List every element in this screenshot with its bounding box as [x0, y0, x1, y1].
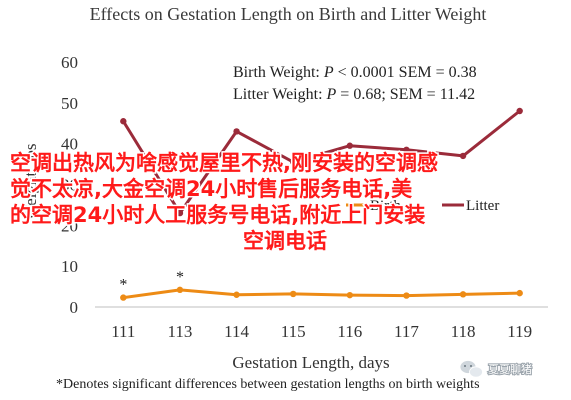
watermark-text: 夏夏聊猪 [488, 362, 532, 376]
watermark: 夏夏聊猪 [459, 360, 533, 378]
litter-data-point [120, 118, 127, 125]
x-tick-label: 115 [281, 322, 306, 341]
y-tick-label: 0 [70, 298, 79, 317]
litter-stat-suffix: = 0.68; SEM = 11.42 [336, 86, 475, 103]
litter-stat-p: P [326, 86, 337, 103]
significance-marker: * [119, 277, 127, 294]
litter-data-point [346, 142, 354, 149]
x-tick-label: 119 [507, 322, 532, 341]
litter-series-line [122, 109, 521, 215]
x-tick-label: 114 [224, 322, 249, 341]
y-axis-title: Weight, lbs [21, 143, 40, 220]
birth-data-point [346, 291, 354, 299]
x-tick-label: 117 [394, 322, 419, 341]
birth-data-point [516, 289, 523, 297]
y-tick-label: 10 [61, 257, 78, 276]
y-axis-title-group: Weight, lbs [21, 143, 40, 220]
x-axis-ticks: 111 113 114 115 116 117 118 119 [111, 322, 532, 341]
significance-markers: * * [119, 269, 184, 294]
birth-stat-p: P [323, 64, 334, 81]
y-tick-label: 60 [61, 53, 78, 72]
x-tick-label: 111 [111, 322, 135, 341]
birth-data-point [233, 291, 240, 298]
overlay-line-3: 的空调24小时人工服务号电话,附近上门安装 [10, 203, 425, 227]
y-tick-label: 30 [61, 176, 78, 195]
litter-data-point [459, 152, 467, 160]
overlay-line-2: 觉不太凉,大金空调24小时售后服务电话,美 [10, 177, 412, 201]
y-tick-label: 40 [61, 135, 78, 154]
y-tick-label: 50 [61, 94, 78, 113]
litter-data-point [403, 146, 410, 153]
y-tick-label: 20 [61, 216, 78, 235]
series-layer [120, 107, 523, 301]
litter-data-point [176, 209, 184, 217]
stat-annotations: Birth Weight: P < 0.0001 SEM = 0.38 Litt… [233, 64, 477, 103]
birth-data-point [289, 290, 297, 298]
significance-marker: * [176, 269, 184, 286]
legend: Birth Litter [346, 198, 499, 214]
x-tick-label: 113 [168, 322, 193, 341]
litter-data-point [233, 128, 240, 135]
birth-data-point [403, 292, 410, 299]
litter-stat-prefix: Litter Weight: [233, 86, 327, 103]
overlay-line-1: 空调出热风为啥感觉屋里不热,刚安装的空调感 [10, 151, 438, 175]
chart-title: Effects on Gestation Length on Birth and… [90, 4, 487, 24]
litter-data-point [289, 158, 297, 166]
litter-weight-stat: Litter Weight: P = 0.68; SEM = 11.42 [233, 86, 475, 103]
birth-data-point [120, 294, 127, 301]
overlay-caption: 空调出热风为啥感觉屋里不热,刚安装的空调感 觉不太凉,大金空调24小时售后服务电… [9, 150, 440, 255]
x-tick-label: 118 [451, 322, 476, 341]
footnote: *Denotes significant differences between… [56, 377, 480, 392]
y-axis-ticks: 0 10 20 30 40 50 60 [61, 53, 78, 317]
legend-birth-label: Birth [370, 198, 401, 214]
litter-data-point [516, 107, 523, 115]
birth-data-point [459, 291, 467, 298]
birth-stat-prefix: Birth Weight: [233, 64, 324, 81]
wechat-icon [459, 360, 483, 378]
x-axis-title: Gestation Length, days [232, 353, 389, 372]
birth-weight-stat: Birth Weight: P < 0.0001 SEM = 0.38 [233, 64, 477, 81]
birth-data-point [176, 286, 184, 294]
legend-litter-label: Litter [466, 198, 499, 214]
overlay-line-4: 空调电话 [243, 229, 327, 253]
birth-stat-suffix: < 0.0001 SEM = 0.38 [334, 64, 477, 81]
x-tick-label: 116 [337, 322, 362, 341]
birth-series-line [123, 288, 520, 300]
